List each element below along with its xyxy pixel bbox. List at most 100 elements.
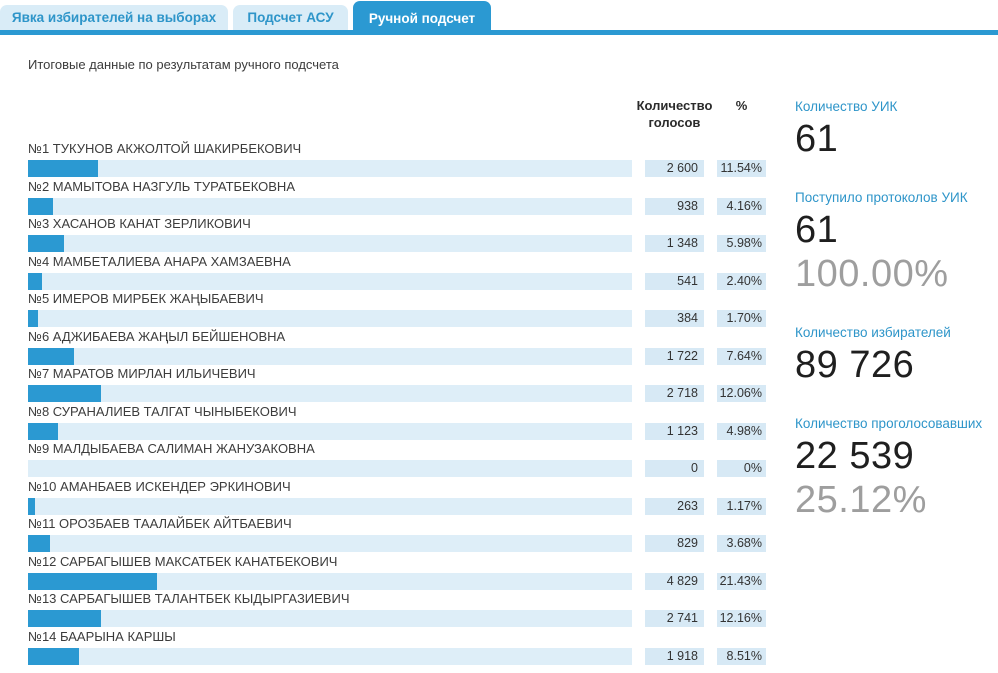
tab-bar: Явка избирателей на выборах Подсчет АСУ …	[0, 0, 998, 35]
summary-stats-panel: Количество УИК 61 Поступило протоколов У…	[795, 97, 982, 665]
stat-block: Количество УИК 61	[795, 99, 982, 161]
stat-label: Поступило протоколов УИК	[795, 190, 968, 205]
candidate-row: №7 МАРАТОВ МИРЛАН ИЛЬИЧЕВИЧ 2 718 12.06%	[28, 365, 766, 403]
header-spacer	[28, 97, 645, 131]
vote-bar-track	[28, 610, 632, 627]
votes-count-cell: 2 718	[645, 385, 704, 402]
votes-count-cell: 263	[645, 497, 704, 515]
vote-bar-fill	[28, 347, 75, 365]
vote-bar-fill	[28, 310, 39, 327]
candidate-name: №9 МАЛДЫБАЕВА САЛИМАН ЖАНУЗАКОВНА	[28, 441, 315, 456]
votes-percent-cell: 0%	[717, 460, 766, 477]
tab-label: Явка избирателей на выборах	[11, 10, 217, 25]
votes-count-cell: 2 600	[645, 160, 704, 177]
votes-percent-cell: 4.16%	[717, 197, 766, 215]
stat-value: 22 539	[795, 435, 915, 477]
votes-count-cell: 1 722	[645, 347, 704, 365]
vote-bar-fill	[28, 497, 36, 515]
candidate-name: №5 ИМЕРОВ МИРБЕК ЖАҢЫБАЕВИЧ	[28, 291, 264, 306]
vote-bar-fill	[28, 610, 102, 627]
votes-percent-cell: 12.16%	[717, 610, 766, 627]
tab-label: Ручной подсчет	[368, 10, 476, 26]
column-header-votes: Количество голосов	[636, 98, 713, 130]
vote-bar-fill	[28, 385, 101, 402]
votes-percent-cell: 2.40%	[717, 272, 766, 290]
column-header-percent: %	[735, 98, 748, 113]
vote-bar-track	[28, 310, 632, 327]
content-area: Итоговые данные по результатам ручного п…	[0, 30, 998, 665]
candidate-row: №11 ОРОЗБАЕВ ТААЛАЙБЕК АЙТБАЕВИЧ 829 3.6…	[28, 515, 766, 553]
candidate-name: №8 СУРАНАЛИЕВ ТАЛГАТ ЧЫНЫБЕКОВИЧ	[28, 403, 297, 419]
votes-percent-cell: 1.17%	[717, 497, 766, 515]
candidate-row: №12 САРБАГЫШЕВ МАКСАТБЕК КАНАТБЕКОВИЧ 4 …	[28, 553, 766, 591]
votes-count-cell: 4 829	[645, 572, 704, 590]
candidate-name: №3 ХАСАНОВ КАНАТ ЗЕРЛИКОВИЧ	[28, 216, 251, 231]
candidate-row: №13 САРБАГЫШЕВ ТАЛАНТБЕК КЫДЫРГАЗИЕВИЧ 2…	[28, 590, 766, 628]
vote-bar-fill	[28, 647, 80, 665]
candidate-name: №4 МАМБЕТАЛИЕВА АНАРА ХАМЗАЕВНА	[28, 253, 291, 269]
candidate-name: №10 АМАНБАЕВ ИСКЕНДЕР ЭРКИНОВИЧ	[28, 478, 291, 494]
vote-bar-track	[28, 347, 632, 365]
vote-bar-fill	[28, 235, 65, 252]
votes-percent-cell: 11.54%	[717, 160, 766, 177]
vote-bar-fill	[28, 422, 59, 440]
candidate-row: №6 АДЖИБАЕВА ЖАҢЫЛ БЕЙШЕНОВНА 1 722 7.64…	[28, 328, 766, 366]
candidate-name: №14 БААРЫНА КАРШЫ	[28, 628, 176, 644]
candidate-row: №4 МАМБЕТАЛИЕВА АНАРА ХАМЗАЕВНА 541 2.40…	[28, 253, 766, 291]
vote-bar-track	[28, 235, 632, 252]
stat-value: 61	[795, 118, 839, 160]
tab-inactive[interactable]: Явка избирателей на выборах	[0, 5, 228, 30]
stat-sub-percent: 25.12%	[795, 479, 927, 521]
vote-bar-track	[28, 497, 632, 515]
vote-bar-track	[28, 160, 632, 177]
vote-bar-track	[28, 272, 632, 290]
vote-bar-track	[28, 647, 632, 665]
stat-label: Количество проголосовавших	[795, 416, 983, 431]
stat-value: 89 726	[795, 344, 915, 386]
votes-count-cell: 829	[645, 535, 704, 552]
candidate-name: №12 САРБАГЫШЕВ МАКСАТБЕК КАНАТБЕКОВИЧ	[28, 553, 338, 569]
stat-label: Количество УИК	[795, 99, 898, 114]
tab-active[interactable]: Ручной подсчет	[353, 1, 491, 35]
votes-count-cell: 938	[645, 197, 704, 215]
candidate-row: №5 ИМЕРОВ МИРБЕК ЖАҢЫБАЕВИЧ 384 1.70%	[28, 290, 766, 328]
candidate-row: №9 МАЛДЫБАЕВА САЛИМАН ЖАНУЗАКОВНА 0 0%	[28, 440, 766, 478]
votes-percent-cell: 8.51%	[717, 647, 766, 665]
vote-bar-track	[28, 422, 632, 440]
votes-percent-cell: 1.70%	[717, 310, 766, 327]
votes-count-cell: 1 123	[645, 422, 704, 440]
results-table: Количество голосов % №1 ТУКУНОВ АКЖОЛТОЙ…	[28, 97, 766, 665]
votes-percent-cell: 12.06%	[717, 385, 766, 402]
candidate-row: №3 ХАСАНОВ КАНАТ ЗЕРЛИКОВИЧ 1 348 5.98%	[28, 215, 766, 253]
candidate-name: №2 МАМЫТОВА НАЗГУЛЬ ТУРАТБЕКОВНА	[28, 178, 295, 194]
votes-count-cell: 384	[645, 310, 704, 327]
candidate-name: №11 ОРОЗБАЕВ ТААЛАЙБЕК АЙТБАЕВИЧ	[28, 516, 292, 531]
table-header: Количество голосов %	[28, 97, 766, 131]
votes-percent-cell: 4.98%	[717, 422, 766, 440]
votes-count-cell: 541	[645, 272, 704, 290]
votes-percent-cell: 7.64%	[717, 347, 766, 365]
vote-bar-fill	[28, 535, 51, 552]
candidate-name: №1 ТУКУНОВ АКЖОЛТОЙ ШАКИРБЕКОВИЧ	[28, 141, 302, 156]
tabbar-accent-underline	[0, 30, 998, 35]
candidate-row: №2 МАМЫТОВА НАЗГУЛЬ ТУРАТБЕКОВНА 938 4.1…	[28, 178, 766, 216]
candidate-name: №13 САРБАГЫШЕВ ТАЛАНТБЕК КЫДЫРГАЗИЕВИЧ	[28, 591, 350, 606]
vote-bar-fill	[28, 572, 158, 590]
stat-block: Поступило протоколов УИК 61 100.00%	[795, 190, 982, 296]
stat-block: Количество избирателей 89 726	[795, 325, 982, 387]
votes-percent-cell: 5.98%	[717, 235, 766, 252]
vote-bar-fill	[28, 160, 98, 177]
votes-count-cell: 2 741	[645, 610, 704, 627]
tab-inactive[interactable]: Подсчет АСУ	[233, 5, 348, 30]
candidate-name: №7 МАРАТОВ МИРЛАН ИЛЬИЧЕВИЧ	[28, 366, 256, 381]
vote-bar-track	[28, 460, 632, 477]
vote-bar-fill	[28, 272, 43, 290]
vote-bar-track	[28, 197, 632, 215]
votes-count-cell: 0	[645, 460, 704, 477]
vote-bar-track	[28, 385, 632, 402]
page-title: Итоговые данные по результатам ручного п…	[28, 57, 339, 72]
stat-label: Количество избирателей	[795, 325, 951, 340]
votes-count-cell: 1 918	[645, 647, 704, 665]
votes-count-cell: 1 348	[645, 235, 704, 252]
stat-sub-percent: 100.00%	[795, 253, 949, 295]
